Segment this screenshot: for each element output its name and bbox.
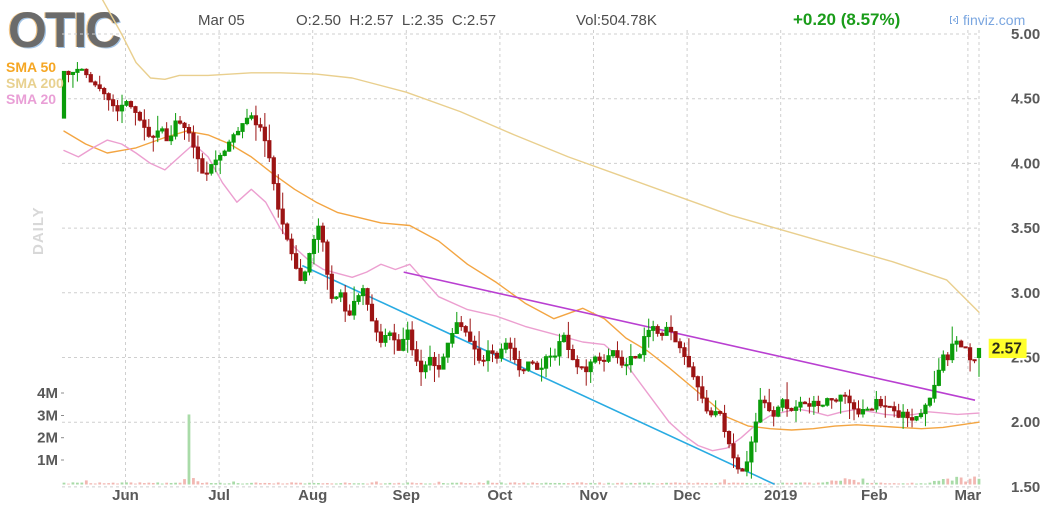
svg-text:2M: 2M [37,430,58,447]
svg-text:4M: 4M [37,385,58,402]
svg-text:Nov: Nov [579,487,608,504]
svg-text:Aug: Aug [298,487,327,504]
svg-text:1.50: 1.50 [1011,479,1040,496]
svg-text:3.00: 3.00 [1011,285,1040,302]
svg-text:Feb: Feb [861,487,888,504]
svg-text:2.57: 2.57 [992,341,1022,358]
svg-text:Jul: Jul [208,487,230,504]
svg-text:Oct: Oct [487,487,512,504]
svg-text:5.00: 5.00 [1011,26,1040,43]
svg-text:Mar: Mar [955,487,982,504]
svg-text:2019: 2019 [764,487,797,504]
svg-text:Sep: Sep [393,487,421,504]
svg-text:Dec: Dec [673,487,701,504]
svg-text:3.50: 3.50 [1011,220,1040,237]
svg-text:4.50: 4.50 [1011,91,1040,108]
svg-text:Jun: Jun [112,487,139,504]
svg-text:3M: 3M [37,408,58,425]
svg-text:2.00: 2.00 [1011,414,1040,431]
svg-text:1M: 1M [37,452,58,469]
svg-text:4.00: 4.00 [1011,155,1040,172]
